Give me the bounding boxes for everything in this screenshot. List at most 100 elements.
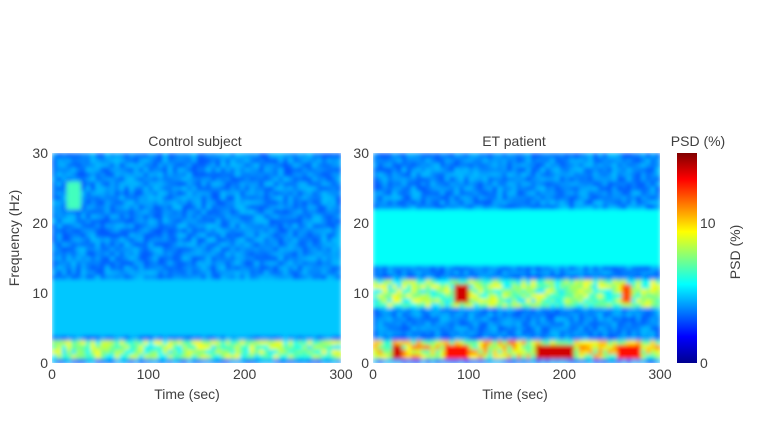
heatmap-cell — [273, 307, 279, 313]
heatmap-cell — [133, 339, 140, 345]
heatmap-cell — [249, 232, 255, 238]
heatmap-cell — [444, 190, 451, 196]
heatmap-cell — [153, 325, 159, 331]
heatmap-cell — [235, 283, 241, 289]
heatmap-cell — [129, 349, 135, 355]
heatmap-cell — [392, 241, 398, 247]
heatmap-cell — [206, 307, 212, 313]
heatmap-cell — [406, 302, 412, 308]
heatmap-cell — [435, 237, 441, 243]
heatmap-cell — [516, 241, 522, 247]
heatmap-cell — [124, 246, 130, 252]
heatmap-cell — [401, 209, 408, 215]
heatmap-cell — [497, 288, 503, 294]
heatmap-cell — [420, 302, 427, 308]
heatmap-cell — [564, 358, 570, 363]
heatmap-cell — [497, 302, 503, 308]
heatmap-cell — [61, 218, 68, 224]
heatmap-cell — [138, 213, 145, 219]
heatmap-cell — [416, 162, 422, 168]
heatmap-cell — [463, 204, 470, 210]
heatmap-cell — [377, 297, 384, 303]
heatmap-cell — [607, 162, 613, 168]
heatmap-cell — [104, 325, 111, 331]
heatmap-cell — [569, 330, 575, 336]
heatmap-cell — [473, 321, 479, 327]
heatmap-cell — [95, 246, 101, 252]
heatmap-cell — [114, 335, 121, 341]
heatmap-cell — [578, 153, 585, 159]
heatmap-cell — [449, 274, 455, 280]
heatmap-cell — [259, 358, 265, 363]
heatmap-cell — [583, 330, 589, 336]
heatmap-cell — [416, 349, 422, 355]
heatmap-cell — [61, 241, 68, 247]
heatmap-cell — [273, 213, 279, 219]
heatmap-cell — [468, 162, 475, 168]
heatmap-cell — [254, 251, 260, 257]
heatmap-cell — [559, 209, 565, 215]
heatmap-cell — [153, 213, 159, 219]
heatmap-cell — [602, 293, 608, 299]
heatmap-cell — [387, 311, 393, 317]
heatmap-cell — [254, 330, 260, 336]
heatmap-cell — [540, 218, 546, 224]
heatmap-cell — [396, 335, 403, 341]
heatmap-cell — [511, 297, 518, 303]
heatmap-cell — [307, 162, 313, 168]
heatmap-cell — [215, 181, 222, 187]
heatmap-cell — [104, 232, 111, 238]
heatmap-cell — [254, 190, 260, 196]
heatmap-cell — [549, 209, 556, 215]
heatmap-cell — [530, 246, 537, 252]
heatmap-cell — [254, 274, 260, 280]
heatmap-cell — [56, 325, 63, 331]
heatmap-cell — [273, 255, 279, 261]
heatmap-cell — [578, 195, 585, 201]
heatmap-cell — [95, 260, 101, 266]
heatmap-cell — [449, 321, 455, 327]
heatmap-cell — [478, 153, 484, 159]
heatmap-cell — [316, 260, 323, 266]
heatmap-cell — [583, 302, 589, 308]
heatmap-cell — [430, 358, 436, 363]
heatmap-cell — [487, 293, 494, 299]
heatmap-cell — [254, 255, 260, 261]
heatmap-cell — [511, 227, 518, 233]
heatmap-cell — [511, 293, 518, 299]
heatmap-cell — [521, 274, 527, 280]
heatmap-cell — [80, 157, 87, 163]
heatmap-cell — [502, 269, 508, 275]
heatmap-cell — [56, 176, 63, 182]
heatmap-cell — [162, 162, 169, 168]
heatmap-cell — [307, 157, 313, 163]
heatmap-cell — [521, 190, 527, 196]
heatmap-cell — [588, 358, 594, 363]
heatmap-cell — [143, 209, 149, 215]
heatmap-cell — [602, 311, 608, 317]
heatmap-cell — [186, 358, 193, 363]
heatmap-cell — [564, 218, 570, 224]
heatmap-cell — [196, 316, 202, 322]
heatmap-cell — [254, 316, 260, 322]
heatmap-cell — [220, 218, 226, 224]
heatmap-cell — [468, 335, 475, 341]
heatmap-cell — [373, 185, 379, 191]
heatmap-cell — [225, 223, 231, 229]
heatmap-cell — [109, 223, 116, 229]
heatmap-cell — [66, 307, 72, 313]
heatmap-cell — [454, 288, 460, 294]
heatmap-cell — [336, 153, 341, 159]
heatmap-cell — [588, 325, 594, 331]
heatmap-cell — [483, 260, 489, 266]
heatmap-cell — [167, 204, 174, 210]
heatmap-cell — [312, 162, 318, 168]
heatmap-cell — [497, 330, 503, 336]
heatmap-cell — [331, 330, 337, 336]
heatmap-cell — [167, 176, 174, 182]
heatmap-cell — [526, 302, 532, 308]
heatmap-cell — [244, 185, 251, 191]
heatmap-cell — [297, 223, 304, 229]
heatmap-cell — [373, 307, 379, 313]
heatmap-cell — [459, 311, 465, 317]
